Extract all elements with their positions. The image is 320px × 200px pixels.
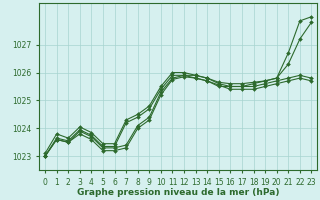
X-axis label: Graphe pression niveau de la mer (hPa): Graphe pression niveau de la mer (hPa) bbox=[77, 188, 279, 197]
